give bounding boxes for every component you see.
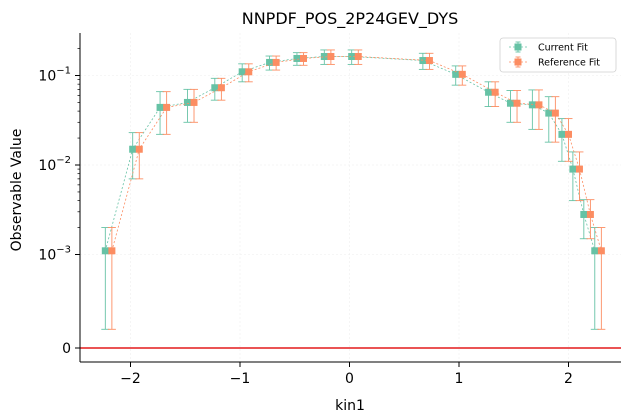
data-point	[354, 53, 362, 61]
data-point	[586, 210, 594, 218]
data-point	[535, 101, 543, 109]
legend-label: Reference Fit	[538, 58, 600, 69]
data-point	[491, 88, 499, 96]
data-point	[569, 165, 577, 173]
data-point	[217, 84, 225, 92]
data-point	[320, 53, 328, 61]
data-point	[190, 98, 198, 106]
data-point	[545, 109, 553, 117]
data-point	[238, 68, 246, 76]
legend-item: Reference Fit	[509, 56, 600, 69]
data-point	[211, 84, 219, 92]
x-tick-label: 2	[564, 371, 573, 387]
tick-layer: −2 −1 0 1 2 0 10−3 10−2 10−1	[38, 48, 573, 387]
legend-marker	[514, 43, 522, 51]
x-axis-label: kin1	[335, 398, 365, 414]
chart-grid	[80, 33, 621, 362]
data-point	[458, 70, 466, 78]
y-axis-label: Observable Value	[9, 129, 25, 252]
x-tick-label: 0	[345, 371, 354, 387]
data-point	[591, 247, 599, 255]
series-line	[111, 56, 602, 251]
data-point	[528, 101, 536, 109]
legend-box	[499, 37, 617, 73]
y-tick-label: 10−2	[38, 155, 71, 174]
data-point	[245, 68, 253, 76]
data-point	[129, 145, 137, 153]
data-point	[565, 130, 572, 138]
chart-axes	[79, 33, 621, 363]
data-point	[506, 99, 514, 107]
data-point	[513, 99, 521, 107]
data-point	[558, 130, 566, 138]
data-point	[551, 109, 559, 117]
data-point	[163, 103, 171, 111]
data-point	[485, 88, 493, 96]
series-current-fit	[101, 49, 599, 330]
data-point	[293, 54, 301, 62]
y-tick-label: 10−1	[38, 66, 71, 85]
legend-marker	[514, 58, 522, 66]
x-tick-label: −2	[120, 371, 141, 387]
data-point	[425, 57, 433, 65]
data-point	[300, 54, 308, 62]
x-tick-label: −1	[230, 371, 251, 387]
legend-label: Current Fit	[538, 43, 588, 54]
data-point	[135, 145, 143, 153]
data-point	[580, 210, 588, 218]
data-point	[452, 70, 460, 78]
data-point	[348, 53, 356, 61]
data-point	[597, 247, 605, 255]
data-point	[272, 58, 280, 66]
legend-item: Current Fit	[509, 41, 588, 54]
data-point	[101, 247, 109, 255]
data-point	[575, 165, 583, 173]
data-point	[156, 103, 164, 111]
series-layer	[101, 49, 606, 330]
data-point	[266, 58, 274, 66]
chart-title: NNPDF_POS_2P24GEV_DYS	[242, 9, 459, 29]
data-point	[327, 53, 335, 61]
chart-legend: Current Fit Reference Fit	[499, 37, 617, 73]
series-line	[104, 56, 596, 251]
x-tick-label: 1	[455, 371, 464, 387]
series-reference-fit	[107, 49, 606, 330]
y-tick-label: 10−3	[38, 245, 71, 264]
y-tick-label: 0	[62, 341, 71, 357]
data-point	[183, 98, 191, 106]
data-point	[108, 247, 116, 255]
